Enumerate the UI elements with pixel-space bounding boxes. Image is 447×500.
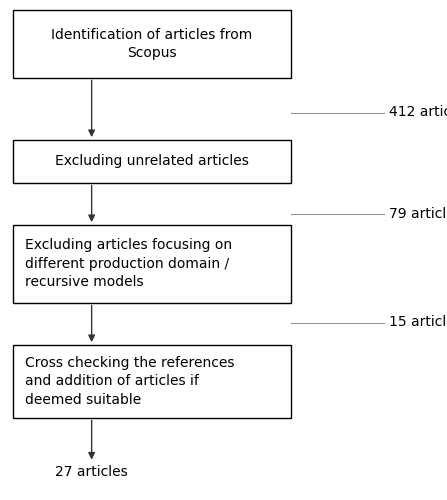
Text: 15 articles: 15 articles <box>389 316 447 330</box>
Text: Excluding articles focusing on
different production domain /
recursive models: Excluding articles focusing on different… <box>25 238 232 289</box>
Text: Identification of articles from
Scopus: Identification of articles from Scopus <box>51 28 253 60</box>
Text: 412 articles: 412 articles <box>389 106 447 120</box>
FancyBboxPatch shape <box>13 345 291 418</box>
FancyBboxPatch shape <box>13 140 291 182</box>
Text: 79 articles: 79 articles <box>389 207 447 221</box>
FancyBboxPatch shape <box>13 10 291 78</box>
FancyBboxPatch shape <box>13 225 291 302</box>
Text: 27 articles: 27 articles <box>55 466 128 479</box>
Text: Excluding unrelated articles: Excluding unrelated articles <box>55 154 249 168</box>
Text: Cross checking the references
and addition of articles if
deemed suitable: Cross checking the references and additi… <box>25 356 234 406</box>
